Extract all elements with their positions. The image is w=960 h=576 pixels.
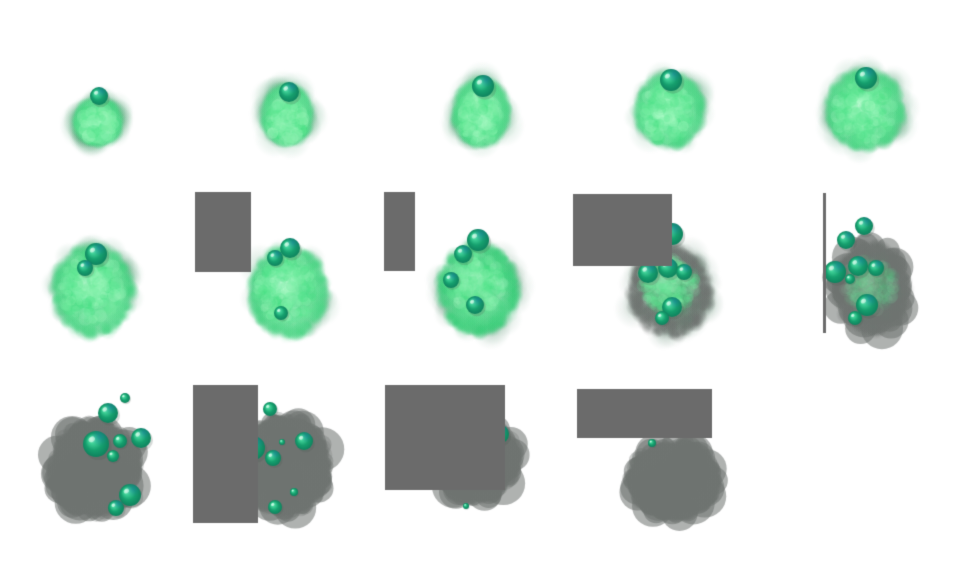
occluder-plate-10 [823,193,826,333]
occluder-plate-14 [577,389,712,438]
occluder-plate-13 [385,385,505,490]
simulation-panel-3 [384,0,576,192]
simulation-panel-10 [768,192,960,384]
simulation-panel-2 [192,0,384,192]
simulation-panel-11 [0,384,192,576]
simulation-panel-4 [576,0,768,192]
simulation-panel-15 [768,384,960,576]
simulation-panel-5 [768,0,960,192]
occluder-plate-8 [384,192,415,271]
simulation-panel-1 [0,0,192,192]
occluder-plate-9 [573,194,672,266]
occluder-plate-12 [193,385,258,523]
simulation-panel-6 [0,192,192,384]
occluder-plate-7 [195,192,251,272]
